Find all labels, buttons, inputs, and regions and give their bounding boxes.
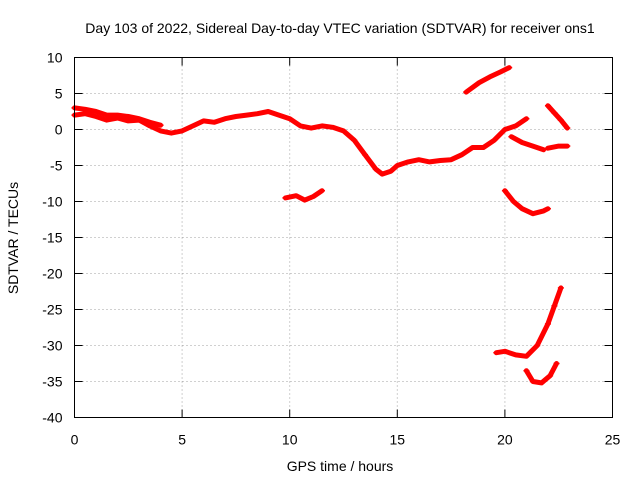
x-tick-label: 0 — [71, 432, 79, 448]
y-tick-label: -15 — [42, 230, 62, 246]
chart-title: Day 103 of 2022, Sidereal Day-to-day VTE… — [85, 20, 595, 36]
series-seg-dip-10 — [282, 188, 325, 203]
x-tick-label: 10 — [282, 432, 298, 448]
x-tick-label: 15 — [390, 432, 406, 448]
x-tick-label: 20 — [497, 432, 513, 448]
series-seg-22-pos — [545, 103, 570, 131]
tick-layer: -40 -35 -30 -25 -20 -15 -10 -5 0 5 10 0 5 10 15 20 25 — [42, 50, 620, 448]
series-layer — [71, 65, 571, 386]
y-tick-label: -25 — [42, 302, 62, 318]
y-tick-label: -40 — [42, 410, 62, 426]
y-tick-label: -20 — [42, 266, 62, 282]
y-tick-label: -35 — [42, 374, 62, 390]
y-tick-label: -10 — [42, 194, 62, 210]
series-seg-21-tail — [508, 134, 547, 153]
x-tick-label: 5 — [178, 432, 186, 448]
y-tick-label: 0 — [55, 122, 63, 138]
x-tick-label: 25 — [605, 432, 621, 448]
y-tick-label: -5 — [50, 158, 63, 174]
y-tick-label: 5 — [55, 86, 63, 102]
y-tick-label: -30 — [42, 338, 62, 354]
y-axis-title: SDTVAR / TECUs — [5, 182, 21, 294]
grid-layer — [74, 57, 613, 418]
series-seg-minus30 — [493, 285, 564, 359]
series-seg-minus35 — [523, 361, 559, 386]
x-axis-title: GPS time / hours — [287, 458, 394, 474]
y-tick-label: 10 — [47, 50, 63, 66]
